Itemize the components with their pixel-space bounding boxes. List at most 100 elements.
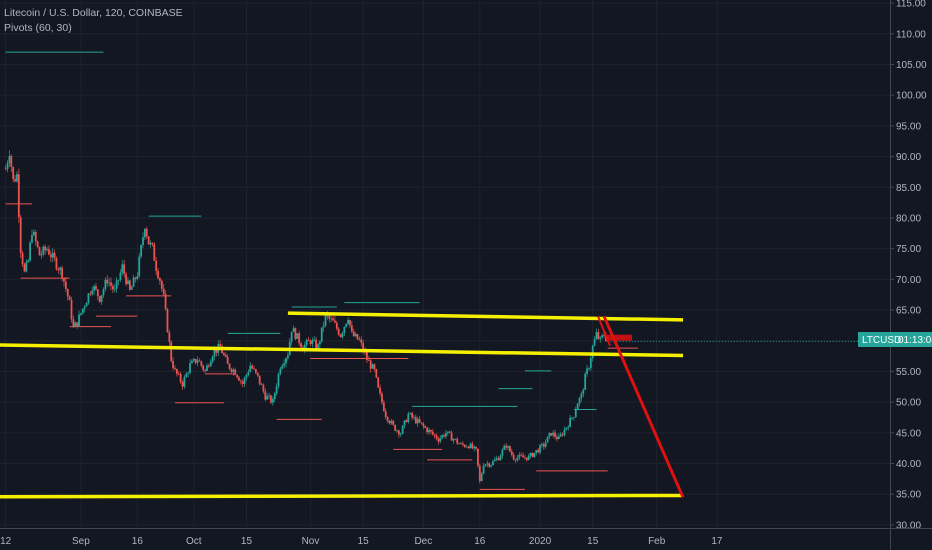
candle-body (499, 455, 502, 461)
candle-body (194, 358, 197, 363)
candle-body (206, 365, 208, 371)
candle-body (322, 325, 325, 328)
candle-body (401, 425, 404, 434)
candle-body (234, 369, 237, 375)
indicator-title[interactable]: Pivots (60, 30) (4, 22, 72, 34)
candle-body (83, 306, 86, 309)
candle-body (360, 339, 363, 343)
candle-body (174, 368, 176, 370)
candle-body (119, 272, 122, 280)
candle-body (578, 397, 581, 404)
candle-body (29, 242, 32, 261)
candle-body (31, 235, 33, 243)
time-tick-label: 17 (711, 536, 723, 547)
candle-body (143, 228, 146, 238)
candle-body (266, 396, 269, 400)
candle-body (332, 318, 334, 321)
candle-body (296, 333, 299, 339)
candle-body (34, 232, 37, 242)
candle-body (76, 322, 79, 327)
price-tick-label: 90.00 (896, 152, 921, 163)
candle-body (561, 434, 564, 436)
candle-body (251, 365, 254, 369)
time-tick-label: Dec (414, 536, 432, 547)
candle-body (358, 339, 361, 341)
candle-body (215, 350, 218, 353)
candle-body (59, 267, 62, 271)
candle-body (93, 286, 95, 291)
candle-body (245, 374, 248, 378)
candle-body (117, 279, 120, 281)
candle-body (367, 360, 370, 361)
candle-body (226, 356, 229, 364)
candle-body (204, 369, 206, 371)
candle-body (563, 429, 566, 436)
trend-lines[interactable] (0, 311, 685, 499)
candle-body (57, 269, 60, 271)
candle-body (64, 281, 67, 289)
price-axis[interactable]: 30.0035.0040.0045.0050.0055.0060.0065.00… (890, 0, 932, 550)
candle-body (281, 365, 284, 369)
candle-body (454, 438, 457, 440)
price-tag-background (858, 332, 932, 347)
candle-body (66, 288, 69, 297)
candle-body (463, 444, 466, 447)
candle-body (106, 279, 109, 284)
candle-body (414, 417, 417, 424)
candle-body (446, 431, 449, 434)
candle-body (435, 435, 438, 439)
candle-body (394, 424, 397, 431)
candle-body (552, 432, 555, 436)
candle-body (328, 315, 331, 319)
candle-body (164, 293, 167, 309)
symbol-title[interactable]: Litecoin / U.S. Dollar, 120, COINBASE (4, 7, 183, 19)
candle-body (478, 465, 481, 481)
price-tick-label: 30.00 (896, 520, 921, 531)
candle-body (253, 368, 255, 370)
projection-arrow (602, 315, 685, 498)
candle-body (388, 420, 391, 424)
candle-body (98, 296, 101, 302)
candle-body (347, 320, 349, 324)
candle-body (595, 332, 598, 340)
chart-legend: Litecoin / U.S. Dollar, 120, COINBASE Pi… (4, 6, 183, 36)
candle-body (366, 352, 368, 361)
candle-body (339, 334, 342, 337)
candle-body (123, 264, 126, 274)
candle-body (159, 278, 161, 281)
candle-body (599, 337, 602, 339)
candle-body (10, 156, 13, 167)
candle-body (604, 335, 607, 341)
candle-body (424, 426, 427, 428)
candle-body (179, 373, 182, 382)
candle-body (337, 328, 340, 335)
candle-body (153, 244, 156, 261)
candle-body (249, 365, 252, 372)
candle-body (550, 433, 553, 436)
price-tag-time: 01:13:08 (898, 335, 932, 346)
candle-body (343, 326, 346, 334)
candle-body (407, 413, 410, 423)
price-tick-label: 70.00 (896, 275, 921, 286)
candle-body (85, 302, 88, 307)
price-axis-panel (890, 0, 932, 550)
time-axis[interactable]: 12 Sep 16 Oct 15 Nov 15 Dec 16 2020 15 Feb 17 (0, 528, 932, 548)
candle-body (303, 344, 306, 351)
price-tick-label: 35.00 (896, 490, 921, 501)
candle-body (584, 373, 587, 390)
candle-body (96, 289, 99, 297)
candle-body (403, 420, 406, 426)
candle-body (569, 417, 572, 427)
price-tick-label: 115.00 (896, 0, 926, 10)
candle-body (512, 454, 515, 460)
candle-body (25, 261, 28, 272)
candle-body (238, 377, 240, 381)
candle-body (330, 318, 333, 320)
candle-body (183, 377, 186, 387)
candle-body (19, 217, 22, 253)
candle-body (369, 360, 372, 369)
candle-body (420, 422, 423, 424)
candle-body (162, 288, 165, 294)
price-tick-label: 100.00 (896, 91, 927, 102)
